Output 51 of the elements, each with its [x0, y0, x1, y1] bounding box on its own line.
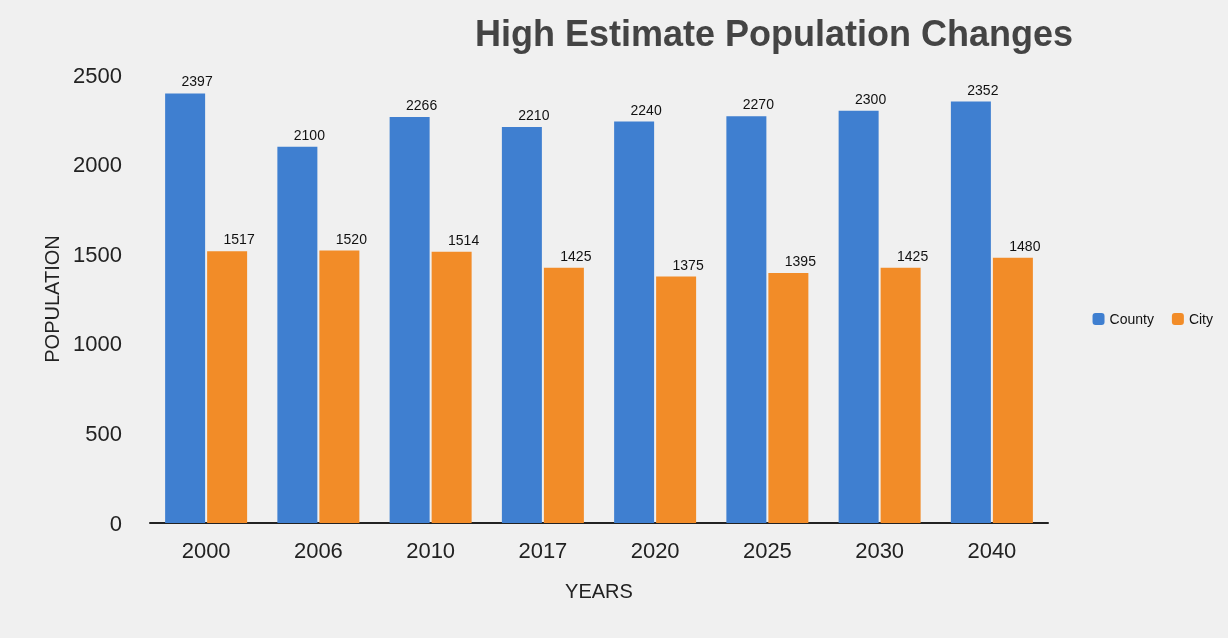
data-label: 2397 — [181, 73, 213, 90]
bar — [656, 276, 697, 523]
bar — [431, 251, 472, 523]
x-tick-label: 2017 — [518, 537, 568, 563]
data-label: 1480 — [1009, 237, 1041, 254]
data-label: 2352 — [967, 81, 999, 98]
bar — [838, 110, 879, 523]
data-label: 1517 — [223, 231, 255, 248]
data-label: 1375 — [672, 256, 704, 273]
bar — [768, 273, 809, 523]
y-tick-label: 2000 — [73, 152, 122, 178]
bar — [277, 146, 318, 523]
legend-label: County — [1109, 311, 1154, 327]
x-axis-title: YEARS — [565, 580, 633, 602]
bar — [950, 101, 991, 523]
y-tick-label: 1500 — [73, 241, 122, 267]
data-label: 1425 — [897, 247, 929, 264]
bar — [207, 251, 248, 523]
chart-title: High Estimate Population Changes — [474, 12, 1073, 54]
y-tick-label: 1000 — [73, 331, 122, 357]
x-tick-label: 2025 — [742, 537, 792, 563]
data-label: 1395 — [784, 253, 817, 270]
y-tick-label: 2500 — [73, 62, 122, 88]
data-label: 1520 — [335, 230, 368, 247]
bar — [543, 267, 584, 523]
data-label: 2270 — [742, 96, 775, 113]
data-label: 1514 — [448, 231, 480, 248]
bar — [726, 116, 767, 523]
y-tick-label: 500 — [85, 420, 122, 446]
data-label: 1425 — [560, 247, 592, 264]
x-tick-label: 2000 — [181, 537, 231, 563]
bar — [389, 116, 430, 523]
x-tick-label: 2040 — [967, 537, 1017, 563]
bar — [614, 121, 655, 523]
legend-label: City — [1188, 311, 1214, 327]
bar — [165, 93, 206, 523]
data-label: 2266 — [406, 96, 438, 113]
data-label: 2100 — [293, 126, 326, 143]
x-tick-label: 2006 — [293, 537, 343, 563]
x-tick-label: 2020 — [630, 537, 680, 563]
data-label: 2240 — [630, 101, 662, 118]
x-tick-label: 2030 — [855, 537, 905, 563]
bar — [319, 250, 360, 523]
bar — [992, 257, 1033, 523]
data-label: 2300 — [855, 90, 887, 107]
bar — [880, 267, 921, 523]
y-tick-label: 0 — [109, 510, 122, 536]
bar — [501, 126, 542, 523]
data-label: 2210 — [518, 106, 550, 123]
x-tick-label: 2010 — [406, 537, 456, 563]
y-axis-title: POPULATION — [41, 235, 64, 363]
